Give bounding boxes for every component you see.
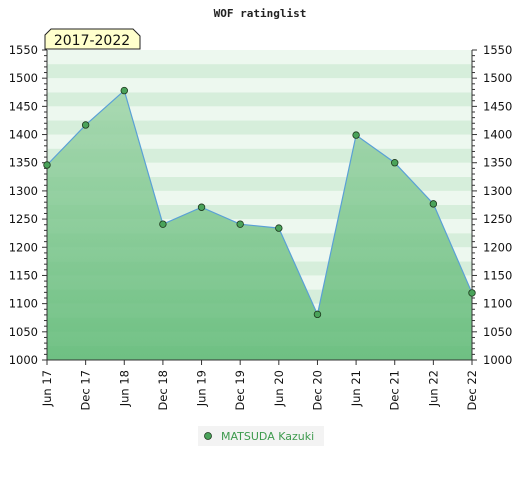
data-point bbox=[120, 86, 128, 95]
x-tick-label: Jun 17 bbox=[40, 370, 54, 407]
x-tick-label: Dec 17 bbox=[79, 370, 93, 411]
y-tick-label-left: 1300 bbox=[9, 184, 38, 198]
y-tick-label-left: 1550 bbox=[9, 43, 38, 57]
series-markers bbox=[43, 86, 476, 319]
x-tick-label: Jun 20 bbox=[272, 370, 286, 407]
data-point bbox=[391, 159, 399, 167]
plot-frame bbox=[46, 50, 473, 361]
y-tick-label-right: 1350 bbox=[483, 156, 512, 170]
background-band bbox=[47, 64, 472, 79]
y-tick-label-right: 1450 bbox=[483, 99, 512, 113]
data-point bbox=[159, 220, 167, 228]
y-tick-label-left: 1450 bbox=[9, 99, 38, 113]
background-band bbox=[47, 120, 472, 135]
data-point bbox=[429, 200, 438, 208]
x-tick-label: Dec 19 bbox=[233, 370, 247, 411]
y-axis-left: 1000 1050 1100 1150 1200 1250 1300 1350 1400 1450… bbox=[9, 43, 47, 367]
x-axis: Jun 17 Dec 17 Jun 18 Dec 18 Jun 19 Dec 19 Jun … bbox=[40, 360, 479, 411]
y-tick-label-left: 1050 bbox=[9, 325, 38, 339]
data-point bbox=[275, 224, 283, 232]
series-line bbox=[46, 89, 473, 317]
data-point bbox=[468, 289, 476, 297]
data-point bbox=[197, 203, 206, 211]
y-tick-label-right: 1550 bbox=[483, 43, 512, 57]
background-band bbox=[47, 50, 472, 65]
x-tick-label: Jun 22 bbox=[426, 370, 440, 407]
legend-marker bbox=[204, 432, 212, 440]
y-tick-label-left: 1250 bbox=[9, 212, 38, 226]
y-tick-label-left: 1350 bbox=[9, 156, 38, 170]
y-tick-label-right: 1250 bbox=[483, 212, 512, 226]
y-tick-label-right: 1400 bbox=[483, 128, 512, 142]
y-tick-label-left: 1000 bbox=[9, 353, 38, 367]
y-tick-label-left: 1100 bbox=[9, 297, 38, 311]
y-tick-label-left: 1500 bbox=[9, 71, 38, 85]
x-tick-label: Jun 19 bbox=[195, 370, 209, 407]
period-badge: 2017-2022 bbox=[44, 28, 141, 50]
x-tick-label: Dec 20 bbox=[310, 370, 324, 411]
y-tick-label-right: 1150 bbox=[483, 268, 512, 282]
background-band bbox=[47, 92, 472, 107]
x-tick-label: Jun 18 bbox=[117, 370, 131, 407]
y-tick-label-right: 1100 bbox=[483, 297, 512, 311]
chart-title: WOF ratinglist bbox=[214, 7, 307, 20]
data-point bbox=[352, 131, 360, 139]
y-tick-label-left: 1200 bbox=[9, 240, 38, 254]
y-tick-label-right: 1300 bbox=[483, 184, 512, 198]
y-tick-label-right: 1050 bbox=[483, 325, 512, 339]
data-point bbox=[236, 220, 244, 228]
y-tick-label-right: 1500 bbox=[483, 71, 512, 85]
y-axis-right: 1000 1050 1100 1150 1200 1250 1300 1350 1400 1450… bbox=[472, 43, 512, 367]
series-area bbox=[47, 90, 472, 360]
data-point bbox=[43, 161, 51, 169]
legend-series-name: MATSUDA Kazuki bbox=[221, 430, 314, 443]
period-badge-shape bbox=[44, 28, 141, 50]
y-tick-label-left: 1150 bbox=[9, 268, 38, 282]
y-tick-label-left: 1400 bbox=[9, 128, 38, 142]
x-tick-label: Dec 18 bbox=[156, 370, 170, 411]
data-point bbox=[313, 310, 322, 319]
data-point bbox=[81, 121, 90, 129]
x-tick-label: Jun 21 bbox=[349, 370, 363, 407]
period-badge-text: 2017-2022 bbox=[54, 33, 130, 49]
x-tick-label: Dec 22 bbox=[465, 370, 479, 411]
legend[interactable]: MATSUDA Kazuki bbox=[198, 426, 324, 446]
y-tick-label-right: 1000 bbox=[483, 353, 512, 367]
legend-box bbox=[198, 426, 324, 446]
y-tick-label-right: 1200 bbox=[483, 240, 512, 254]
background-band bbox=[47, 78, 472, 93]
area-layer bbox=[46, 89, 473, 360]
background-band bbox=[47, 106, 472, 121]
x-tick-label: Dec 21 bbox=[388, 370, 402, 411]
